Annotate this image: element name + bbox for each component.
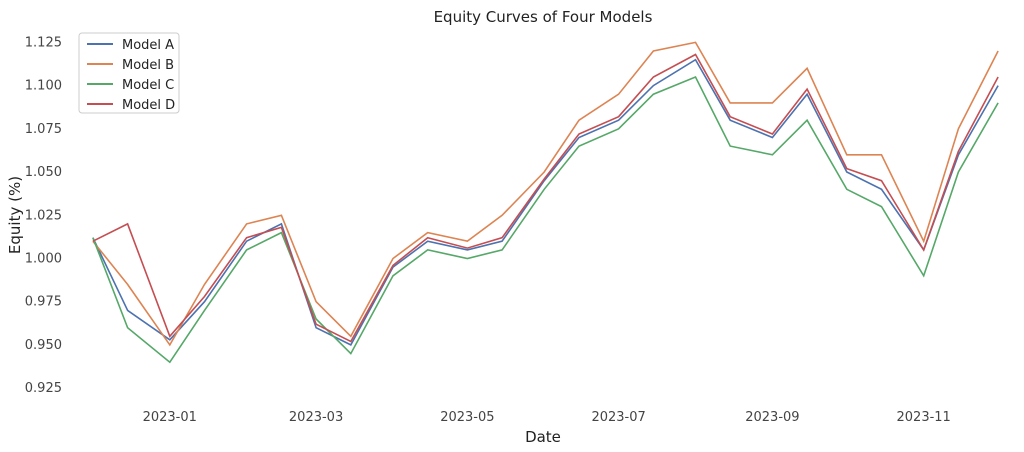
y-tick-label: 0.950: [25, 338, 62, 353]
x-tick-label: 2023-03: [289, 410, 343, 425]
x-tick-label: 2023-05: [440, 410, 494, 425]
x-tick-label: 2023-09: [745, 410, 799, 425]
y-tick-label: 1.125: [25, 35, 62, 50]
legend-box: [78, 32, 180, 114]
series-line-model-a: [92, 58, 999, 346]
y-tick-label: 0.975: [25, 295, 62, 310]
legend-label: Model D: [122, 98, 175, 113]
y-tick-label: 1.025: [25, 208, 62, 223]
x-tick-label: 2023-07: [591, 410, 645, 425]
chart-title: Equity Curves of Four Models: [434, 8, 653, 26]
x-axis-label: Date: [525, 428, 561, 446]
legend-label: Model A: [122, 38, 174, 53]
y-tick-label: 1.075: [25, 122, 62, 137]
x-tick-label: 2023-01: [143, 410, 197, 425]
y-tick-label: 0.925: [25, 381, 62, 396]
y-axis-label: Equity (%): [6, 176, 24, 254]
y-tick-labels: 0.925 0.950 0.975 1.000 1.025 1.050 1.075 1.100…: [25, 35, 62, 396]
y-tick-label: 1.100: [25, 79, 62, 94]
series-line-model-d: [92, 53, 999, 343]
y-tick-label: 1.050: [25, 165, 62, 180]
x-tick-labels: 2023-01 2023-03 2023-05 2023-07 2023-09 2023-…: [143, 410, 951, 425]
legend-label: Model B: [122, 58, 174, 73]
legend-label: Model C: [122, 78, 174, 93]
x-tick-label: 2023-11: [897, 410, 951, 425]
y-tick-label: 1.000: [25, 251, 62, 266]
series-lines: [92, 41, 999, 364]
legend: Model A Model B Model C Model D: [78, 32, 180, 114]
series-line-model-b: [92, 41, 999, 347]
series-line-model-c: [92, 75, 999, 364]
